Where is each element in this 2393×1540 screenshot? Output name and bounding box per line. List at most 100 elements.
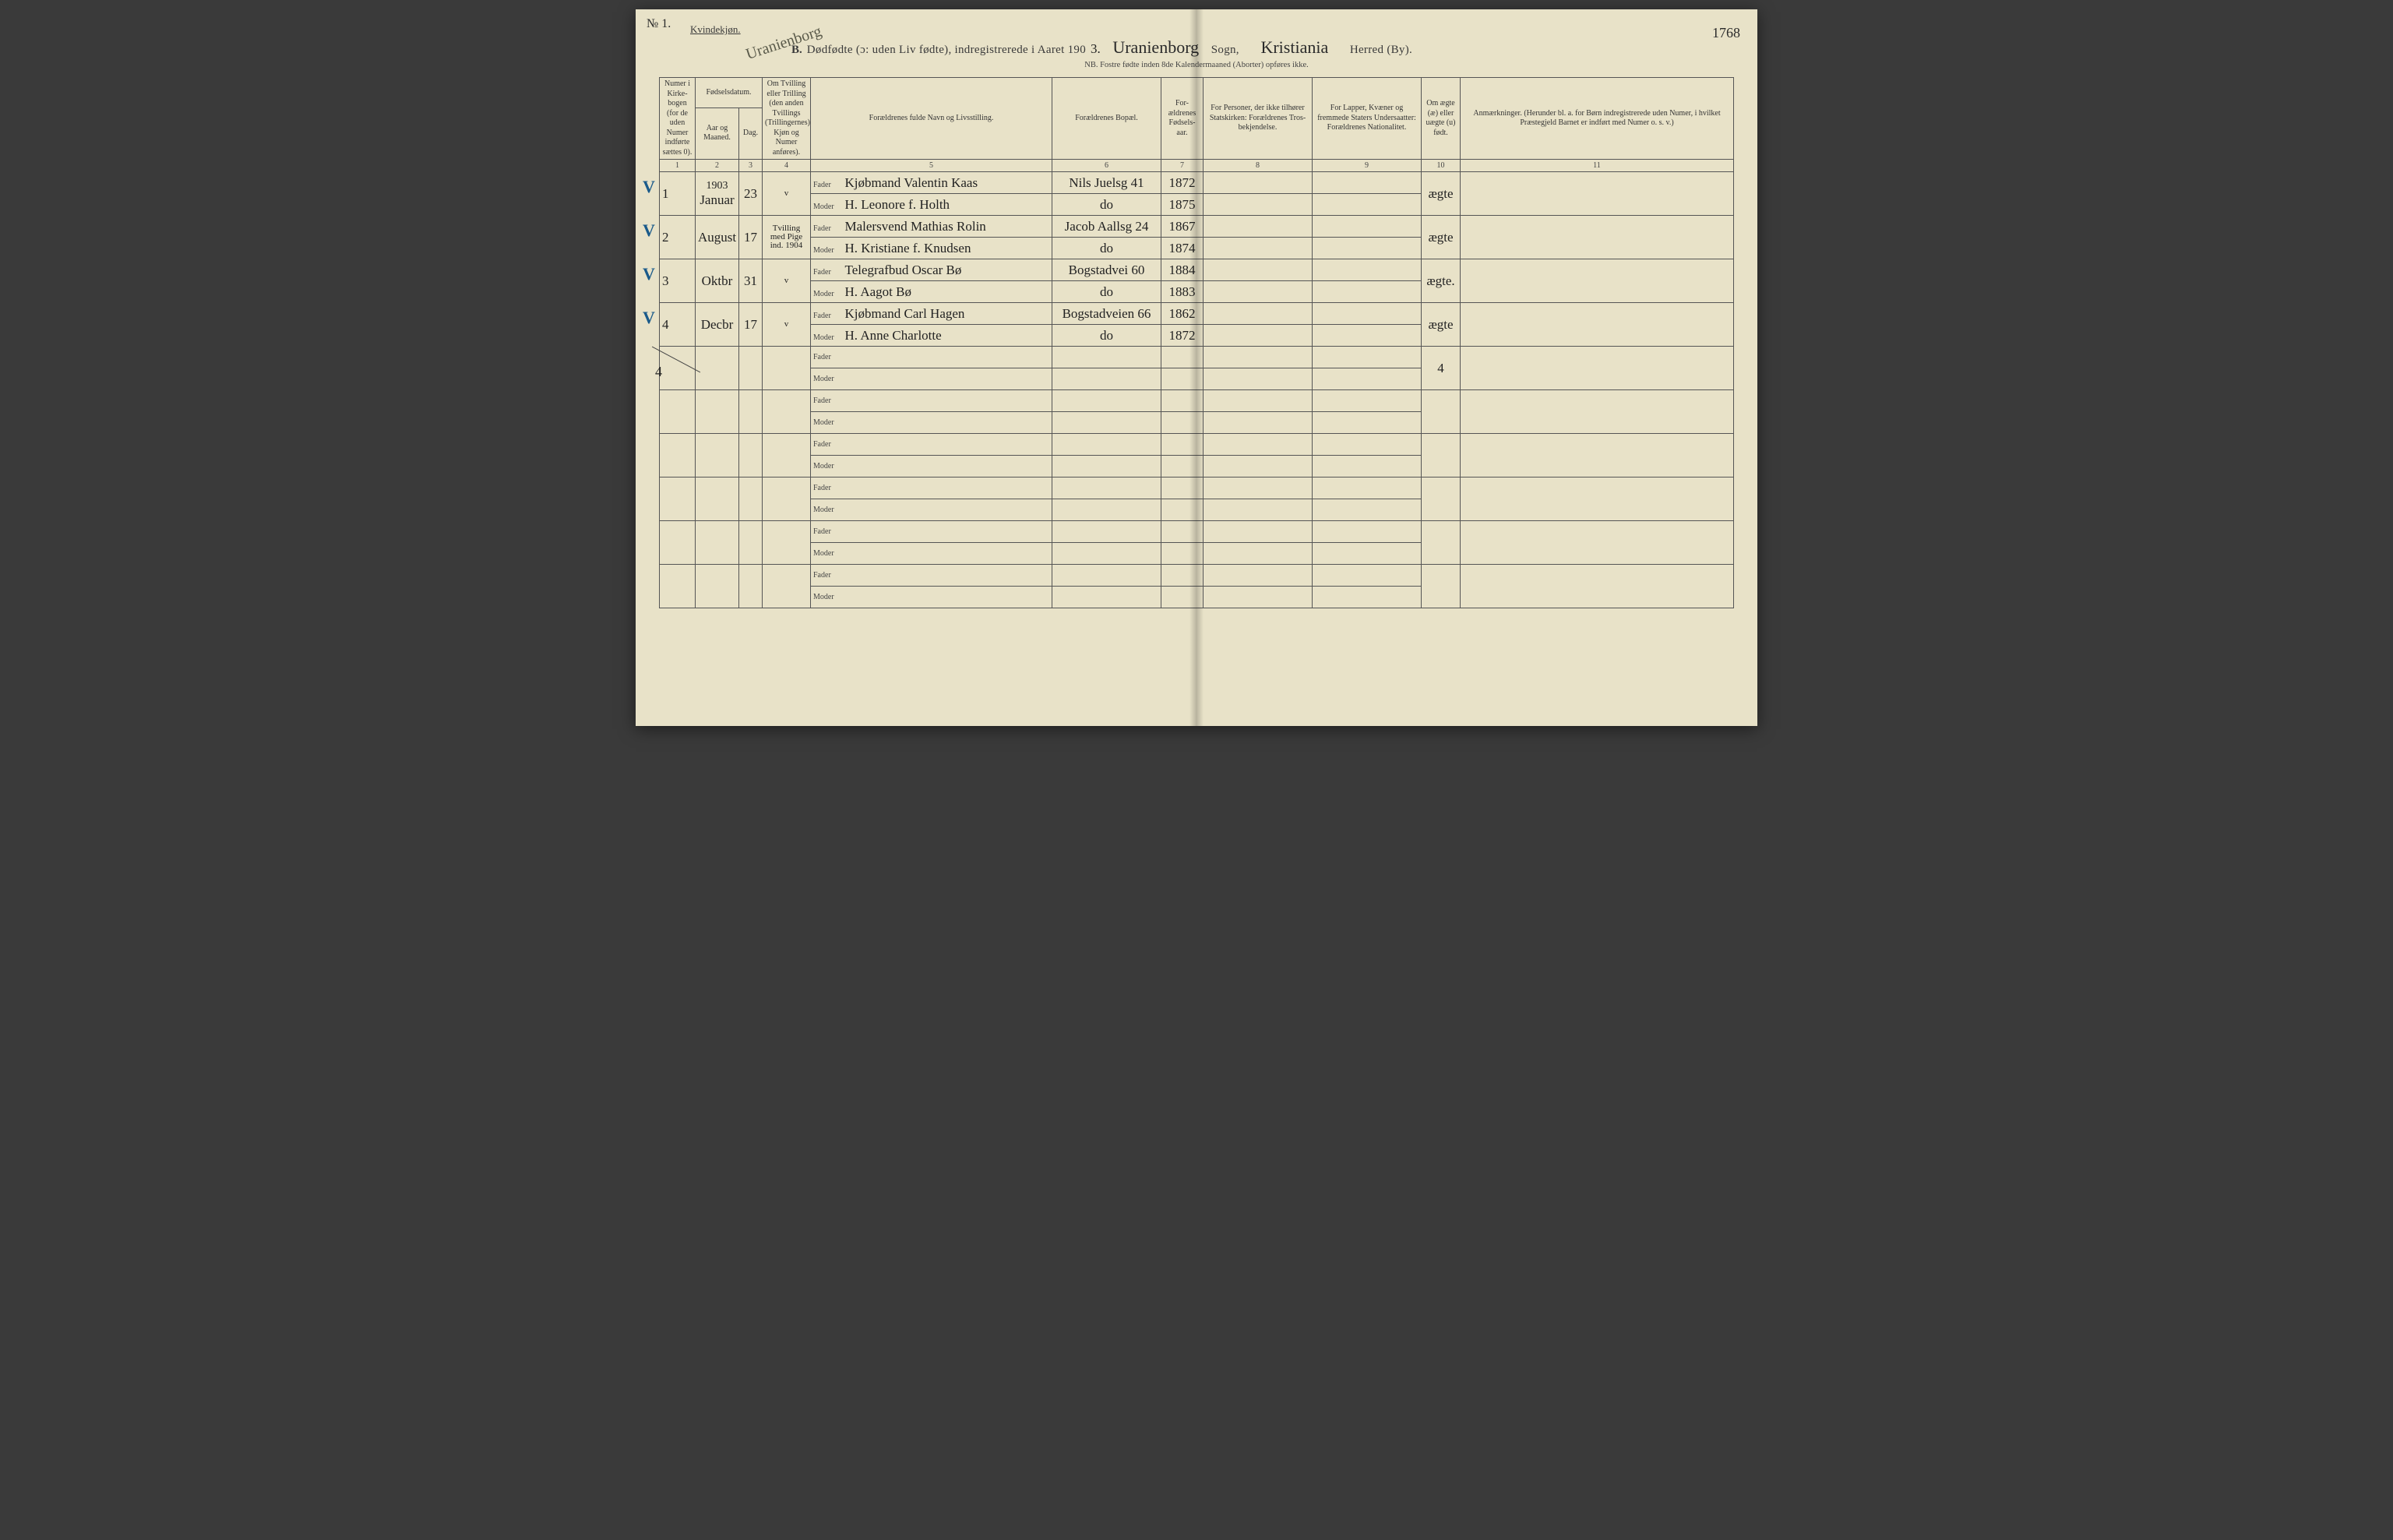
fader-label: Fader: [813, 527, 843, 536]
colnum: 10: [1422, 160, 1461, 172]
check-mark: V: [643, 308, 655, 328]
tally-aegte: 4: [1437, 361, 1444, 375]
entry-number: 3: [662, 273, 669, 288]
fader-name: Kjøbmand Valentin Kaas: [845, 175, 978, 190]
fader-label: Fader: [813, 571, 843, 580]
colnum: 1: [660, 160, 696, 172]
table-body: V11903Januar23vFader Kjøbmand Valentin K…: [660, 172, 1734, 608]
fader-label: Fader: [813, 353, 843, 361]
col-1-header: Numer i Kirke-bogen (for de uden Numer i…: [660, 78, 696, 160]
moder-label: Moder: [813, 506, 843, 514]
gender-label: Kvindekjøn.: [690, 23, 741, 36]
fader-name: Telegrafbud Oscar Bø: [845, 263, 962, 277]
bopel-moder: do: [1100, 328, 1113, 343]
faar-fader: 1884: [1169, 263, 1196, 277]
bopel-fader: Nils Juelsg 41: [1069, 175, 1144, 190]
colnum: 5: [811, 160, 1052, 172]
faar-moder: 1874: [1169, 241, 1196, 255]
moder-label: Moder: [813, 290, 843, 298]
month-value: August: [698, 230, 736, 245]
fader-label: Fader: [813, 312, 843, 320]
month-value: Decbr: [701, 317, 734, 332]
twin-note: v: [784, 276, 789, 285]
moder-name: H. Kristiane f. Knudsen: [845, 241, 971, 255]
col-7-header: For-ældrenes Fødsels-aar.: [1161, 78, 1204, 160]
empty-row: Fader: [660, 521, 1734, 543]
entry-row-fader: V3Oktbr31vFader Telegrafbud Oscar BøBogs…: [660, 259, 1734, 281]
fader-name: Kjøbmand Carl Hagen: [845, 306, 965, 321]
month-value: Januar: [700, 192, 734, 207]
ledger-page: № 1. 1768 Kvindekjøn. Uranienborg B. Død…: [636, 9, 1757, 726]
col-11-header: Anmærkninger. (Herunder bl. a. for Børn …: [1461, 78, 1734, 160]
col-6-header: Forældrenes Bopæl.: [1052, 78, 1161, 160]
fader-label: Fader: [813, 484, 843, 492]
col-4-header: Om Tvilling eller Trilling (den anden Tv…: [763, 78, 811, 160]
aegte-value: ægte: [1428, 317, 1453, 332]
col-2-header-top: Fødselsdatum.: [696, 78, 763, 108]
herred-label: Herred (By).: [1350, 44, 1412, 57]
moder-label: Moder: [813, 246, 843, 255]
colnum: 8: [1204, 160, 1313, 172]
check-mark: V: [643, 264, 655, 284]
colnum: 7: [1161, 160, 1204, 172]
moder-label: Moder: [813, 203, 843, 211]
moder-label: Moder: [813, 593, 843, 601]
fader-label: Fader: [813, 396, 843, 405]
bopel-moder: do: [1100, 241, 1113, 255]
bopel-fader: Jacob Aallsg 24: [1065, 219, 1149, 234]
check-mark: V: [643, 220, 655, 241]
entry-row-fader: V4Decbr17vFader Kjøbmand Carl HagenBogst…: [660, 303, 1734, 325]
diagonal-annotation: Uranienborg: [744, 23, 824, 64]
twin-note: Tvilling med Pige ind. 1904: [770, 224, 803, 250]
colnum: 9: [1313, 160, 1422, 172]
moder-label: Moder: [813, 333, 843, 342]
bopel-moder: do: [1100, 284, 1113, 299]
sogn-label: Sogn,: [1211, 44, 1239, 57]
entry-number: 4: [662, 317, 669, 332]
check-mark: V: [643, 177, 655, 197]
empty-row: Fader: [660, 390, 1734, 412]
fader-name: Malersvend Mathias Rolin: [845, 219, 986, 234]
faar-moder: 1883: [1169, 284, 1196, 299]
day-value: 17: [744, 230, 757, 245]
twin-note: v: [784, 189, 789, 198]
ledger-table: Numer i Kirke-bogen (for de uden Numer i…: [659, 77, 1734, 608]
colnum: 3: [739, 160, 763, 172]
sogn-fill: Uranienborg: [1105, 37, 1207, 58]
header-row-1: Kvindekjøn. Uranienborg: [659, 23, 1734, 36]
entry-number: 2: [662, 230, 669, 245]
fader-label: Fader: [813, 268, 843, 277]
aegte-value: ægte: [1428, 230, 1453, 245]
moder-label: Moder: [813, 549, 843, 558]
moder-name: H. Leonore f. Holth: [845, 197, 950, 212]
year-value: 1903: [698, 180, 736, 192]
col-10-header: Om ægte (æ) eller uægte (u) født.: [1422, 78, 1461, 160]
col-8-header: For Personer, der ikke tilhører Statskir…: [1204, 78, 1313, 160]
faar-fader: 1872: [1169, 175, 1196, 190]
entry-row-fader: V2August17Tvilling med Pige ind. 1904Fad…: [660, 216, 1734, 238]
colnum: 2: [696, 160, 739, 172]
summary-row: 4Fader4: [660, 347, 1734, 368]
day-value: 17: [744, 317, 757, 332]
empty-row: Fader: [660, 478, 1734, 499]
month-value: Oktbr: [702, 273, 733, 288]
faar-fader: 1867: [1169, 219, 1196, 234]
herred-fill: Kristiania: [1244, 37, 1345, 58]
moder-label: Moder: [813, 462, 843, 470]
fader-label: Fader: [813, 181, 843, 189]
faar-moder: 1872: [1169, 328, 1196, 343]
table-head: Numer i Kirke-bogen (for de uden Numer i…: [660, 78, 1734, 172]
colnum: 11: [1461, 160, 1734, 172]
bopel-fader: Bogstadveien 66: [1063, 306, 1151, 321]
bopel-fader: Bogstadvei 60: [1069, 263, 1145, 277]
aegte-value: ægte: [1428, 186, 1453, 201]
moder-name: H. Aagot Bø: [845, 284, 911, 299]
day-value: 31: [744, 273, 757, 288]
twin-note: v: [784, 319, 789, 329]
fader-label: Fader: [813, 440, 843, 449]
col-9-header: For Lapper, Kvæner og fremmede Staters U…: [1313, 78, 1422, 160]
empty-row: Fader: [660, 434, 1734, 456]
col-2a-header: Aar og Maaned.: [696, 107, 739, 159]
moder-label: Moder: [813, 375, 843, 383]
day-value: 23: [744, 186, 757, 201]
